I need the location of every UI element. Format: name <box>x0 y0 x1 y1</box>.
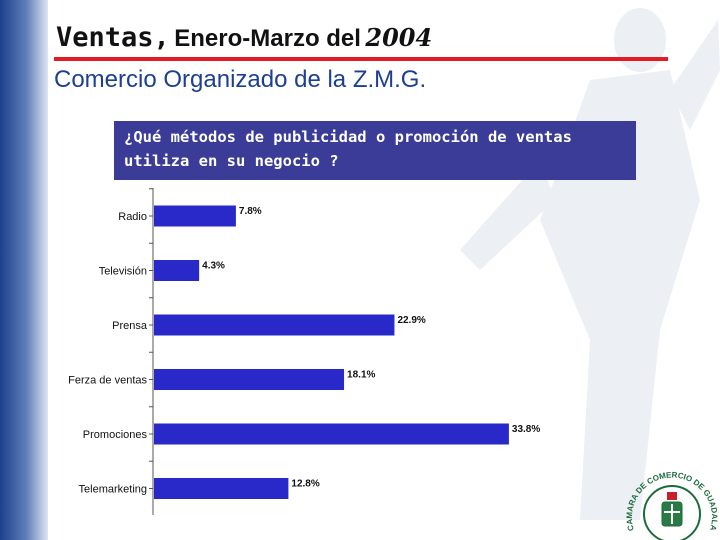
title-year: 2004 <box>365 23 433 52</box>
category-label: Radio <box>118 211 147 223</box>
category-label: Prensa <box>112 320 148 332</box>
category-label: Televisión <box>99 266 147 278</box>
slide-title: Ventas, Enero-Marzo del 2004 <box>56 22 432 53</box>
bar <box>154 478 289 499</box>
slide-subtitle: Comercio Organizado de la Z.M.G. <box>54 66 427 93</box>
bar <box>154 369 345 390</box>
title-ventas: Ventas, <box>56 22 170 53</box>
camara-seal-logo: CAMARA DE COMERCIO DE GUADALAJARA <box>624 466 719 540</box>
bar <box>154 423 509 445</box>
bar <box>154 260 200 281</box>
category-label: Ferza de ventas <box>68 375 147 387</box>
bar <box>154 314 395 336</box>
value-label: 4.3% <box>202 261 225 272</box>
question-box: ¿Qué métodos de publicidad o promoción d… <box>114 121 636 180</box>
title-period: Enero-Marzo del <box>174 25 361 52</box>
title-rule <box>54 57 668 61</box>
value-label: 33.8% <box>512 424 540 435</box>
category-label: Telemarketing <box>79 484 147 496</box>
side-gradient-bar <box>0 0 48 540</box>
category-label: Promociones <box>83 429 148 441</box>
bar <box>154 205 236 227</box>
watermark-figure <box>460 8 720 520</box>
value-label: 12.8% <box>291 479 319 490</box>
value-label: 22.9% <box>397 315 425 326</box>
value-label: 18.1% <box>347 370 375 381</box>
value-label: 7.8% <box>239 206 262 217</box>
